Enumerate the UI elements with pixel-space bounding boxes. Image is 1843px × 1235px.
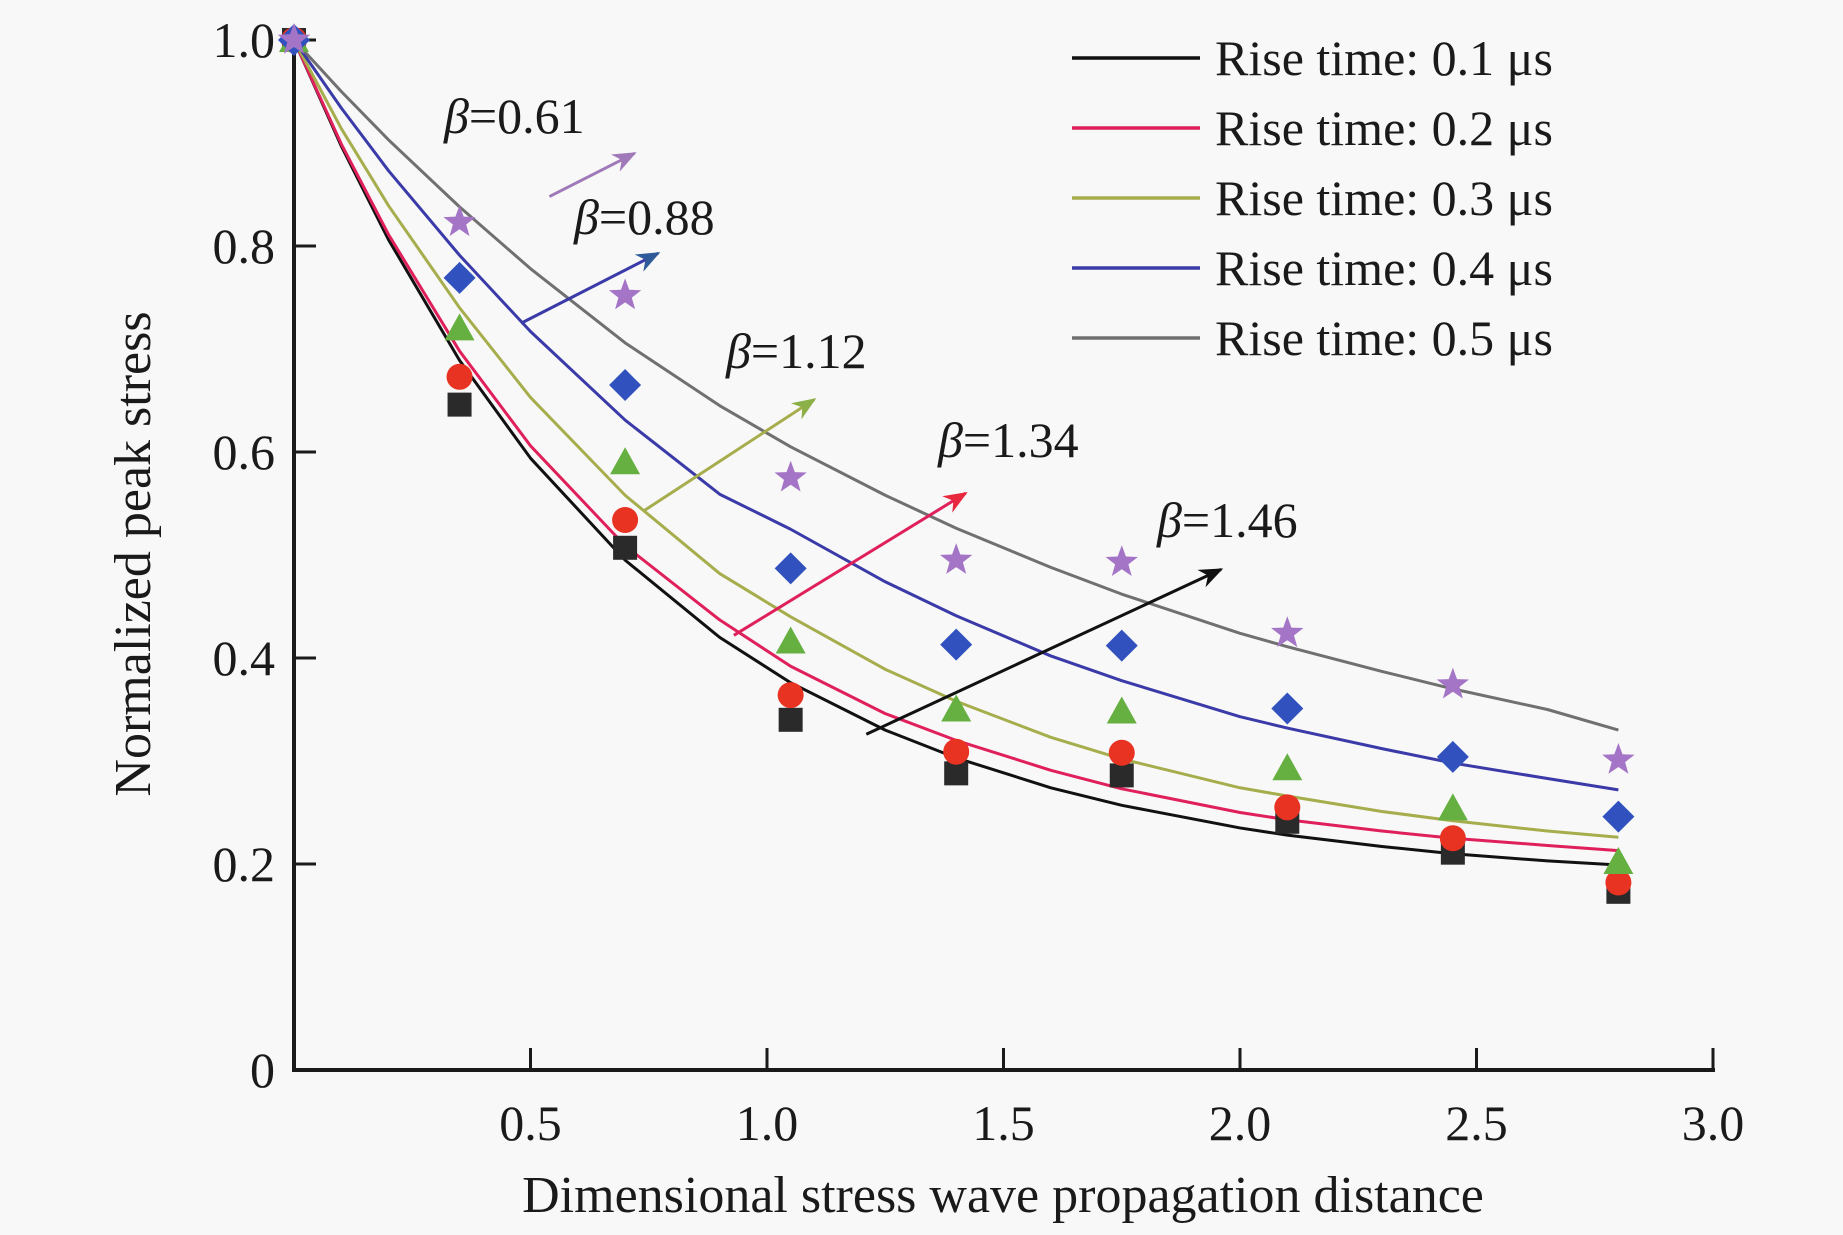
legend-label: Rise time: 0.2 μs — [1215, 100, 1553, 156]
beta-label: β=1.34 — [937, 412, 1079, 468]
legend-item: Rise time: 0.2 μs — [1072, 100, 1553, 156]
y-tick-label: 0 — [250, 1042, 275, 1098]
marker-square — [944, 761, 969, 786]
marker-star — [774, 460, 807, 492]
y-tick-label: 0.2 — [213, 836, 276, 892]
x-axis-title: Dimensional stress wave propagation dist… — [522, 1167, 1484, 1224]
legend-label: Rise time: 0.3 μs — [1215, 170, 1553, 226]
data-markers — [277, 23, 1635, 904]
marker-star — [1602, 743, 1635, 774]
beta-value: =1.46 — [1182, 492, 1298, 548]
marker-diamond — [1271, 692, 1304, 725]
marker-square — [778, 707, 803, 732]
beta-label: β=0.61 — [443, 88, 585, 144]
beta-label: β=0.88 — [573, 189, 715, 245]
marker-star — [940, 543, 973, 574]
marker-star — [277, 23, 311, 54]
fit-line-series-3 — [292, 39, 1619, 839]
x-tick-label: 3.0 — [1682, 1095, 1745, 1151]
marker-triangle — [610, 447, 641, 475]
marker-circle — [446, 363, 473, 390]
legend-item: Rise time: 0.3 μs — [1072, 170, 1553, 226]
marker-circle — [1439, 825, 1466, 852]
y-tick-label: 0.6 — [213, 424, 276, 480]
marker-diamond — [1105, 629, 1138, 662]
marker-triangle — [775, 626, 806, 654]
marker-square — [1109, 763, 1134, 788]
x-ticks: 0.5 1.0 1.5 2.0 2.5 3.0 — [499, 1048, 1744, 1151]
legend-item: Rise time: 0.4 μs — [1072, 240, 1553, 296]
marker-star — [443, 205, 476, 237]
marker-star — [1105, 545, 1138, 576]
legend-label: Rise time: 0.4 μs — [1215, 240, 1553, 296]
beta-value: =0.88 — [599, 189, 715, 245]
marker-diamond — [1602, 800, 1635, 833]
marker-circle — [943, 738, 970, 765]
beta-value: =0.61 — [469, 88, 585, 144]
marker-circle — [1274, 794, 1301, 821]
marker-square — [613, 535, 638, 560]
x-tick-label: 2.5 — [1445, 1095, 1508, 1151]
fit-line-series-2 — [292, 39, 1619, 853]
marker-diamond — [443, 261, 476, 294]
marker-triangle — [1106, 696, 1137, 724]
marker-circle — [1605, 869, 1632, 896]
legend-item: Rise time: 0.5 μs — [1072, 310, 1553, 366]
legend-label: Rise time: 0.1 μs — [1215, 30, 1553, 86]
marker-triangle — [941, 694, 972, 722]
marker-diamond — [940, 628, 973, 661]
x-tick-label: 2.0 — [1209, 1095, 1272, 1151]
beta-symbol: β — [1156, 492, 1182, 548]
marker-star — [608, 278, 642, 310]
marker-circle — [1108, 739, 1135, 766]
beta-symbol: β — [573, 189, 599, 245]
legend-label: Rise time: 0.5 μs — [1215, 310, 1553, 366]
marker-star — [1436, 667, 1469, 699]
marker-triangle — [1437, 793, 1468, 821]
y-tick-label: 1.0 — [213, 12, 276, 68]
annotation-arrows — [520, 151, 1224, 736]
marker-diamond — [1436, 740, 1469, 773]
marker-diamond — [774, 552, 807, 585]
y-tick-label: 0.8 — [213, 218, 276, 274]
beta-arrow — [520, 251, 661, 325]
beta-value: =1.34 — [963, 412, 1079, 468]
legend: Rise time: 0.1 μs Rise time: 0.2 μs Rise t… — [1072, 30, 1553, 366]
y-tick-label: 0.4 — [213, 630, 276, 686]
marker-triangle — [444, 313, 475, 341]
beta-symbol: β — [725, 323, 751, 379]
marker-circle — [612, 506, 639, 533]
y-axis-title: Normalized peak stress — [105, 311, 162, 796]
beta-value: =1.12 — [751, 323, 867, 379]
marker-circle — [777, 682, 804, 709]
marker-triangle — [1272, 753, 1303, 781]
beta-arrow — [865, 568, 1224, 736]
beta-label: β=1.46 — [1156, 492, 1298, 548]
x-tick-label: 0.5 — [499, 1095, 562, 1151]
beta-symbol: β — [443, 88, 469, 144]
x-tick-label: 1.0 — [736, 1095, 799, 1151]
beta-label: β=1.12 — [725, 323, 867, 379]
annotation-labels: β=0.61β=0.88β=1.12β=1.34β=1.46 — [443, 88, 1298, 548]
x-tick-label: 1.5 — [972, 1095, 1035, 1151]
marker-diamond — [609, 369, 642, 402]
beta-arrow — [643, 398, 817, 512]
marker-square — [447, 392, 472, 417]
legend-item: Rise time: 0.1 μs — [1072, 30, 1553, 86]
beta-symbol: β — [937, 412, 963, 468]
marker-triangle — [1603, 846, 1634, 874]
marker-star — [1271, 616, 1304, 647]
beta-arrow — [733, 491, 968, 637]
fit-line-series-4 — [292, 39, 1619, 792]
beta-arrow — [548, 151, 637, 198]
fit-line-series-5 — [292, 38, 1619, 732]
y-ticks: 0 0.2 0.4 0.6 0.8 1.0 — [213, 12, 316, 1098]
